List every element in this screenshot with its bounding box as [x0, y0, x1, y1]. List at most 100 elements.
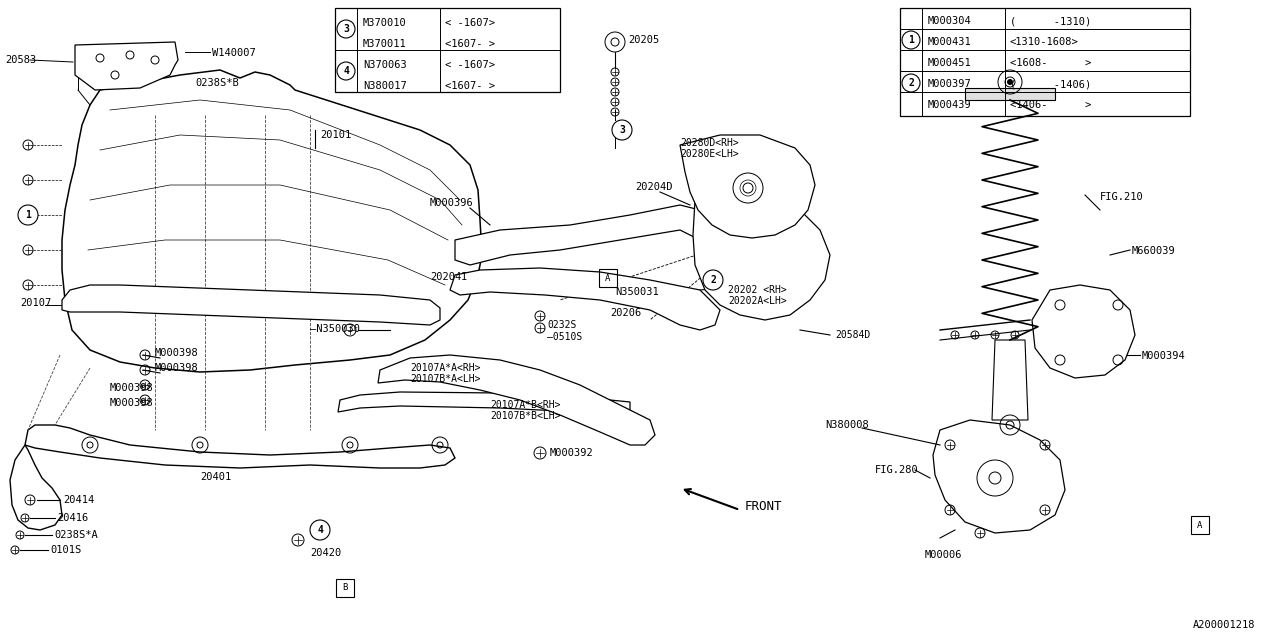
Circle shape — [1007, 79, 1012, 85]
Text: M000431: M000431 — [928, 37, 972, 47]
Text: A: A — [605, 273, 611, 282]
Text: 20584D: 20584D — [835, 330, 870, 340]
Circle shape — [612, 120, 632, 140]
Text: A: A — [1197, 520, 1203, 529]
Text: M660039: M660039 — [1132, 246, 1176, 256]
Text: FIG.210: FIG.210 — [1100, 192, 1144, 202]
Text: < -1607>: < -1607> — [445, 60, 495, 70]
Text: 4: 4 — [317, 525, 323, 535]
Text: M000394: M000394 — [1142, 351, 1185, 361]
Text: M000397: M000397 — [928, 79, 972, 89]
Polygon shape — [454, 205, 719, 265]
Text: N370063: N370063 — [364, 60, 407, 70]
Text: 3: 3 — [343, 24, 349, 34]
Text: 1: 1 — [908, 35, 914, 45]
Bar — [335, 579, 355, 597]
Text: FIG.280: FIG.280 — [876, 465, 919, 475]
Bar — [335, 8, 561, 92]
Text: M000304: M000304 — [928, 16, 972, 26]
Polygon shape — [10, 445, 61, 530]
Circle shape — [902, 74, 920, 92]
Circle shape — [902, 31, 920, 49]
Text: 20204I: 20204I — [430, 272, 467, 282]
Text: 20414: 20414 — [63, 495, 95, 505]
Bar — [900, 8, 1190, 116]
Polygon shape — [76, 42, 178, 90]
Text: 20280E<LH>: 20280E<LH> — [680, 149, 739, 159]
Text: FRONT: FRONT — [745, 500, 782, 513]
Circle shape — [703, 270, 723, 290]
Text: <1406-      >: <1406- > — [1010, 100, 1092, 110]
Polygon shape — [692, 190, 829, 320]
Polygon shape — [680, 135, 815, 238]
Polygon shape — [338, 392, 630, 415]
Polygon shape — [933, 420, 1065, 533]
Text: M000451: M000451 — [928, 58, 972, 68]
Text: 20205: 20205 — [628, 35, 659, 45]
Text: M000398: M000398 — [110, 398, 154, 408]
Text: (      -1310): ( -1310) — [1010, 16, 1092, 26]
Text: 20401: 20401 — [200, 472, 232, 482]
Polygon shape — [1032, 285, 1135, 378]
Text: B: B — [342, 584, 348, 593]
Text: 2: 2 — [710, 275, 716, 285]
Text: <1607- >: <1607- > — [445, 39, 495, 49]
Text: N380017: N380017 — [364, 81, 407, 91]
Text: 20202A<LH>: 20202A<LH> — [728, 296, 787, 306]
Bar — [599, 269, 617, 287]
Text: 1: 1 — [26, 210, 31, 220]
Text: M370011: M370011 — [364, 39, 407, 49]
Text: ‒0510S: ‒0510S — [547, 332, 582, 342]
Polygon shape — [61, 70, 483, 372]
Circle shape — [337, 20, 355, 38]
Text: 4: 4 — [343, 66, 349, 76]
Text: M00006: M00006 — [925, 550, 963, 560]
Polygon shape — [61, 285, 440, 325]
Text: 20206: 20206 — [611, 308, 641, 318]
Text: 20420: 20420 — [310, 548, 342, 558]
Bar — [1190, 516, 1210, 534]
Text: 20107A*A<RH>: 20107A*A<RH> — [410, 363, 480, 373]
Text: N380008: N380008 — [826, 420, 869, 430]
Text: 20202 <RH>: 20202 <RH> — [728, 285, 787, 295]
Text: <1607- >: <1607- > — [445, 81, 495, 91]
Text: <1310-1608>: <1310-1608> — [1010, 37, 1079, 47]
Text: 20204D: 20204D — [635, 182, 672, 192]
Text: A200001218: A200001218 — [1193, 620, 1254, 630]
Text: M000396: M000396 — [430, 198, 474, 208]
Text: M000398: M000398 — [155, 348, 198, 358]
Text: M000398: M000398 — [155, 363, 198, 373]
Text: M000439: M000439 — [928, 100, 972, 110]
Text: 20416: 20416 — [58, 513, 88, 523]
Text: 20583: 20583 — [5, 55, 36, 65]
Text: 20107B*A<LH>: 20107B*A<LH> — [410, 374, 480, 384]
Circle shape — [337, 62, 355, 80]
Text: 0101S: 0101S — [50, 545, 81, 555]
Text: N350031: N350031 — [614, 287, 659, 297]
Text: M000392: M000392 — [550, 448, 594, 458]
Text: 3: 3 — [620, 125, 625, 135]
Text: 2: 2 — [908, 78, 914, 88]
Text: <1608-      >: <1608- > — [1010, 58, 1092, 68]
Polygon shape — [26, 425, 454, 468]
Text: 0238S*A: 0238S*A — [54, 530, 97, 540]
Text: 20107B*B<LH>: 20107B*B<LH> — [490, 411, 561, 421]
Text: 0238S*B: 0238S*B — [195, 78, 239, 88]
Polygon shape — [378, 355, 655, 445]
Text: M370010: M370010 — [364, 18, 407, 28]
Text: 0232S: 0232S — [547, 320, 576, 330]
Circle shape — [18, 205, 38, 225]
Text: 20107: 20107 — [20, 298, 51, 308]
Polygon shape — [965, 88, 1055, 100]
Text: —N350030: —N350030 — [310, 324, 360, 334]
Text: 20101: 20101 — [320, 130, 351, 140]
Circle shape — [310, 520, 330, 540]
Polygon shape — [451, 268, 719, 330]
Text: M000398: M000398 — [110, 383, 154, 393]
Text: W140007: W140007 — [212, 48, 256, 58]
Text: 20280D<RH>: 20280D<RH> — [680, 138, 739, 148]
Text: 20107A*B<RH>: 20107A*B<RH> — [490, 400, 561, 410]
Text: < -1607>: < -1607> — [445, 18, 495, 28]
Text: (      -1406): ( -1406) — [1010, 79, 1092, 89]
Polygon shape — [992, 340, 1028, 420]
